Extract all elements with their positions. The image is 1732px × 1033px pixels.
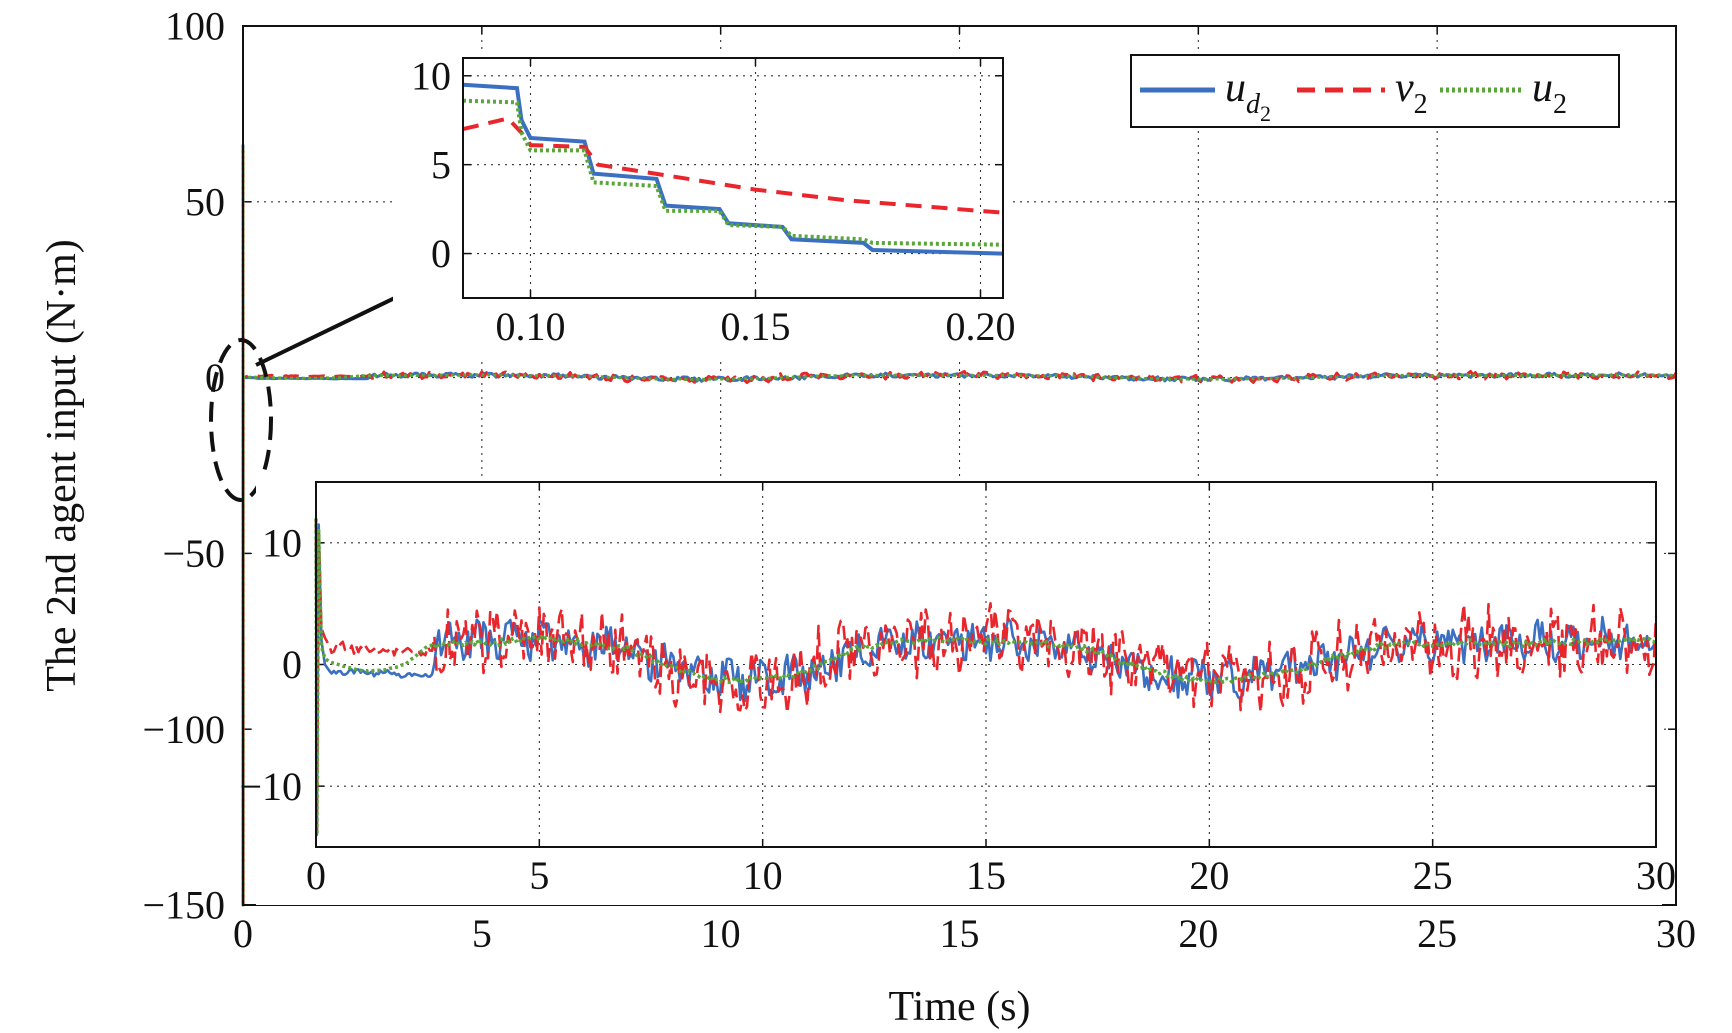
inset-bottom-y-tick-label: 0 — [282, 642, 302, 687]
inset-bottom-x-tick-label: 0 — [306, 853, 326, 898]
inset-bottom-y-tick-label: −10 — [239, 764, 302, 809]
inset-bottom-x-tick-label: 5 — [529, 853, 549, 898]
zoom-region-ellipse — [209, 338, 273, 502]
main-y-tick-label: 100 — [165, 4, 225, 49]
legend: ud2 v2 u2 — [1130, 54, 1620, 128]
inset-bottom-x-tick-label: 20 — [1189, 853, 1229, 898]
inset-top-x-tick-label: 0.10 — [496, 304, 566, 349]
main-x-tick-label: 20 — [1178, 911, 1218, 956]
legend-label-u-2: u2 — [1532, 65, 1567, 120]
x-axis-title: Time (s) — [889, 984, 1031, 1030]
inset-bottom-series-v-2 — [314, 518, 1658, 837]
main-x-tick-label: 10 — [701, 911, 741, 956]
legend-label-v-2: v2 — [1395, 65, 1428, 120]
main-x-tick-label: 5 — [472, 911, 492, 956]
inset-top-plot: 0.10 0.15 0.20 0 5 10 — [393, 50, 1016, 360]
inset-top-x-tick-label: 0.20 — [946, 304, 1016, 349]
legend-label-u-d2: ud2 — [1225, 65, 1271, 126]
main-x-tick-label: 25 — [1417, 911, 1457, 956]
main-y-tick-label: −150 — [142, 883, 225, 928]
inset-bottom-x-tick-label: 10 — [743, 853, 783, 898]
y-axis-title: The 2nd agent input (N·m) — [39, 239, 85, 692]
inset-bottom-series-u-2 — [314, 518, 1658, 837]
inset-top-y-tick-label: 10 — [411, 53, 451, 98]
inset-bottom-axes-frame — [315, 481, 1657, 848]
inset-top-series-u-2 — [462, 98, 1004, 247]
inset-bottom-x-tick-label: 30 — [1636, 853, 1676, 898]
main-y-tick-label: −50 — [162, 531, 225, 576]
inset-bottom-x-tick-label: 15 — [966, 853, 1006, 898]
inset-top-axes-frame — [462, 57, 1004, 299]
inset-top-y-tick-label: 0 — [431, 231, 451, 276]
inset-top-series-v-2 — [462, 116, 1004, 215]
main-x-tick-label: 30 — [1656, 911, 1696, 956]
inset-top-backdrop-left — [393, 50, 463, 306]
main-y-tick-label: −100 — [142, 707, 225, 752]
zoom-arrow-shaft — [255, 291, 406, 367]
inset-bottom-y-tick-label: 10 — [262, 520, 302, 565]
inset-top-plot-background — [463, 58, 1003, 298]
inset-top-x-tick-label: 0.15 — [721, 304, 791, 349]
main-x-tick-label: 15 — [940, 911, 980, 956]
main-x-tick-label: 0 — [233, 911, 253, 956]
main-y-tick-label: 50 — [185, 179, 225, 224]
inset-top-y-tick-label: 5 — [431, 142, 451, 187]
main-series-u-2 — [241, 144, 1677, 907]
main-series-group — [241, 144, 1678, 907]
inset-bottom-x-tick-label: 25 — [1413, 853, 1453, 898]
